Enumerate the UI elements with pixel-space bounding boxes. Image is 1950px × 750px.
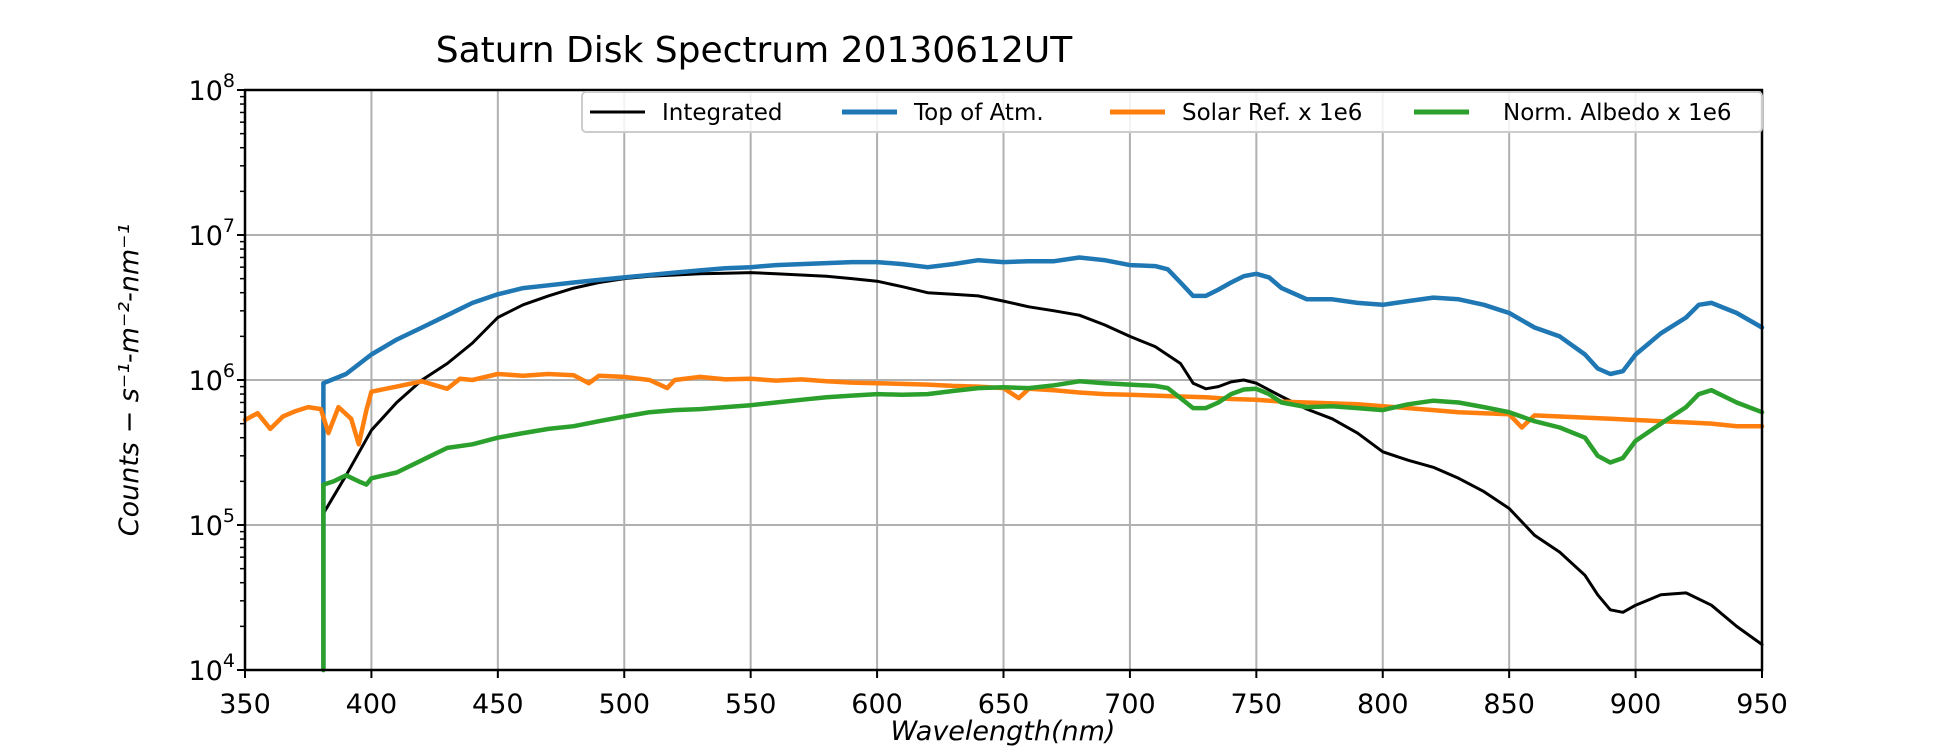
x-axis-label: Wavelength(nm) bbox=[891, 716, 1116, 747]
x-tick-label: 450 bbox=[472, 689, 524, 720]
y-tick-base: 10 bbox=[189, 656, 223, 687]
x-tick-label: 650 bbox=[978, 689, 1030, 720]
y-tick-exponent: 6 bbox=[223, 360, 235, 382]
series-line-3 bbox=[321, 379, 1765, 673]
y-tick-base: 10 bbox=[189, 76, 223, 107]
y-tick-exponent: 7 bbox=[223, 215, 235, 237]
x-tick-label: 350 bbox=[219, 689, 271, 720]
series-line-1 bbox=[321, 255, 1765, 673]
x-tick-label: 800 bbox=[1357, 689, 1409, 720]
y-tick-label: 107 bbox=[189, 215, 235, 252]
x-tick-label: 750 bbox=[1231, 689, 1283, 720]
x-tick-label: 900 bbox=[1610, 689, 1662, 720]
y-tick-base: 10 bbox=[189, 511, 223, 542]
legend: Integrated Top of Atm. Solar Ref. x 1e6 Nor… bbox=[581, 91, 1763, 133]
x-tick-label: 950 bbox=[1736, 689, 1788, 720]
axis-ticks: 350 400 450 500 550 600 650 700 750 800 850 900 950 1… bbox=[189, 70, 1788, 720]
series-line-2 bbox=[242, 371, 1765, 447]
x-tick-label: 850 bbox=[1483, 689, 1535, 720]
legend-label-0: Integrated bbox=[662, 100, 782, 126]
legend-label-3: Norm. Albedo x 1e6 bbox=[1503, 100, 1732, 126]
x-tick-label: 700 bbox=[1104, 689, 1156, 720]
legend-box bbox=[581, 91, 1763, 133]
y-tick-label: 108 bbox=[189, 70, 235, 107]
y-tick-exponent: 4 bbox=[223, 650, 235, 672]
x-tick-label: 600 bbox=[851, 689, 903, 720]
y-tick-exponent: 5 bbox=[223, 505, 235, 527]
y-tick-label: 104 bbox=[189, 650, 235, 687]
plot-series bbox=[242, 255, 1765, 673]
legend-label-1: Top of Atm. bbox=[913, 100, 1044, 126]
y-tick-base: 10 bbox=[189, 221, 223, 252]
x-tick-label: 500 bbox=[598, 689, 650, 720]
y-tick-label: 105 bbox=[189, 505, 235, 542]
x-tick-label: 550 bbox=[725, 689, 777, 720]
chart-title: Saturn Disk Spectrum 20130612UT bbox=[436, 30, 1074, 71]
x-tick-label: 400 bbox=[346, 689, 398, 720]
y-tick-exponent: 8 bbox=[223, 70, 235, 92]
series-line-0 bbox=[321, 271, 1764, 646]
y-tick-base: 10 bbox=[189, 366, 223, 397]
legend-label-2: Solar Ref. x 1e6 bbox=[1182, 100, 1362, 126]
y-tick-label: 106 bbox=[189, 360, 235, 397]
y-axis-label: Counts − s⁻¹-m⁻²-nm⁻¹ bbox=[114, 224, 145, 537]
